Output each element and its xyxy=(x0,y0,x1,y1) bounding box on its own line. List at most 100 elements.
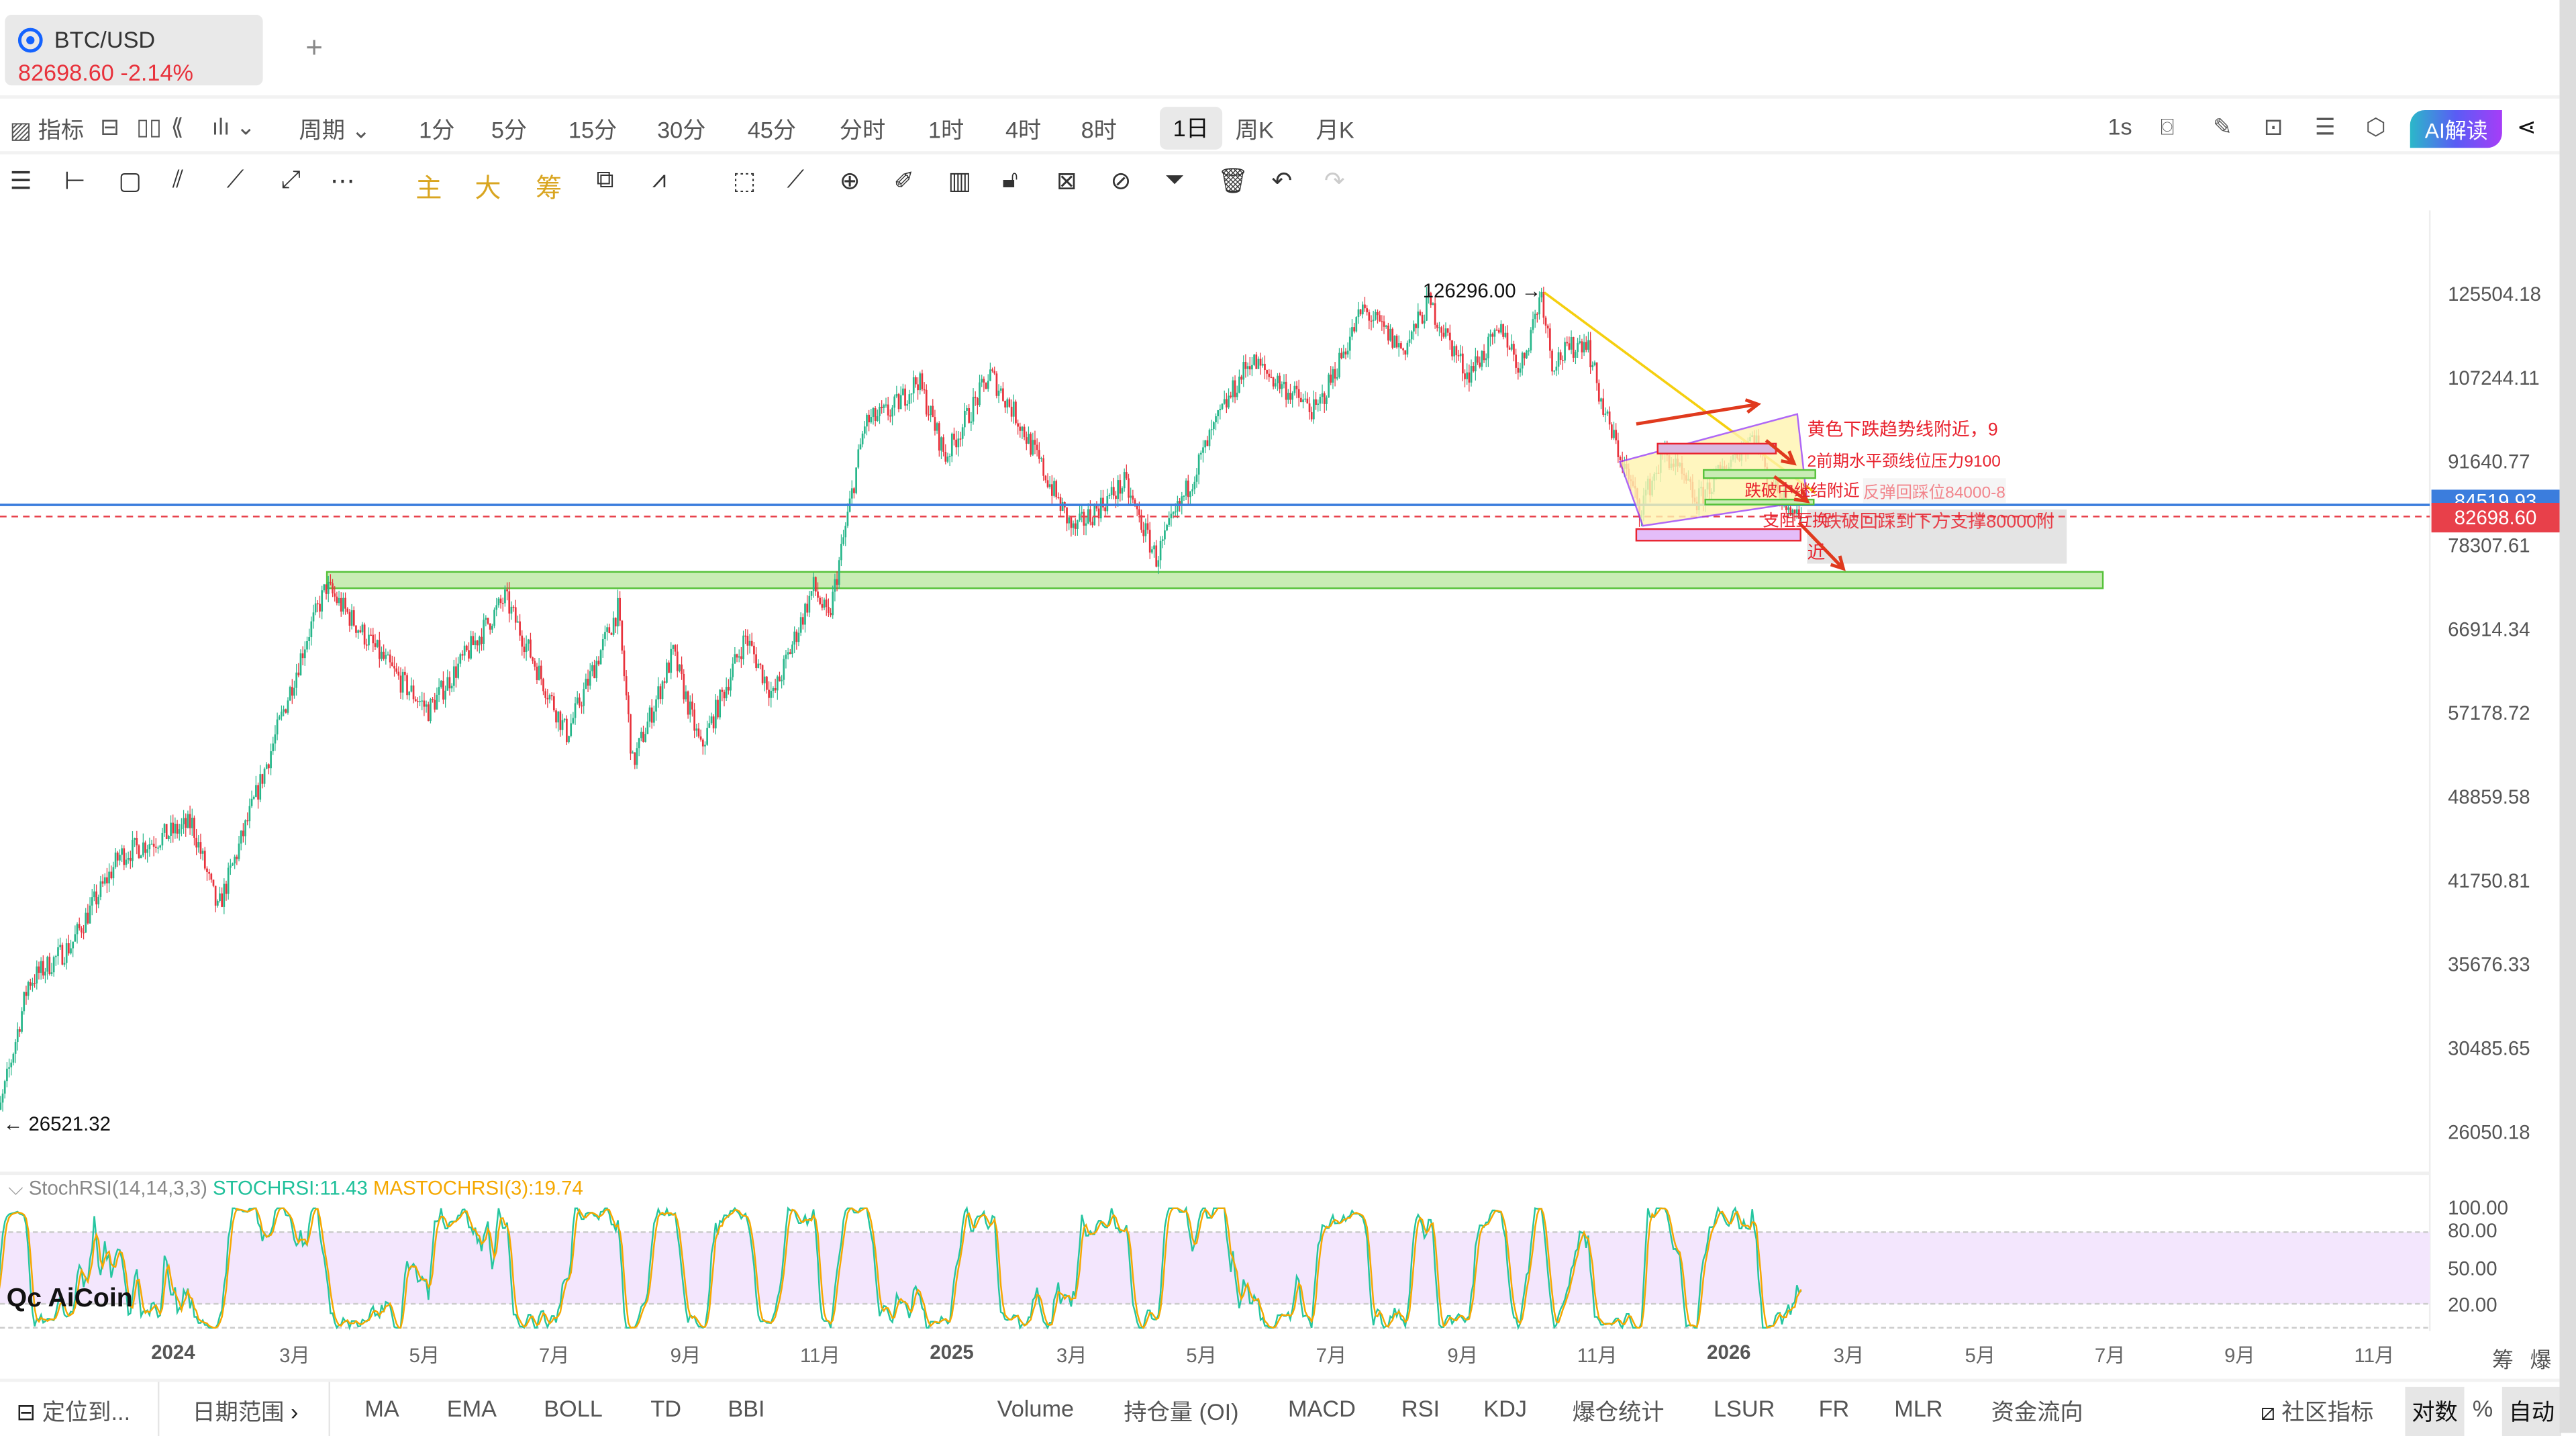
ray-icon[interactable]: ⤢ xyxy=(281,166,301,194)
date-range-button[interactable]: 日期范围 › xyxy=(192,1398,299,1425)
lock-icon[interactable]: 🔓︎ xyxy=(1002,166,1018,194)
candle-body xyxy=(1313,399,1315,420)
main-indicator-td[interactable]: TD xyxy=(650,1395,681,1422)
period-tab-6[interactable]: 1时 xyxy=(928,116,964,143)
locate-button[interactable]: ⊟ 定位到... xyxy=(16,1398,131,1425)
sub-indicator-3[interactable]: RSI xyxy=(1401,1395,1440,1422)
period-tab-10[interactable]: 周K xyxy=(1235,116,1274,143)
chip-button[interactable]: 筹 xyxy=(535,175,562,204)
auto-scale-toggle[interactable]: 自动 xyxy=(2501,1386,2561,1436)
period-tab-5[interactable]: 分时 xyxy=(839,116,886,143)
add-tab-button[interactable]: + xyxy=(305,31,324,64)
main-indicator-boll[interactable]: BOLL xyxy=(544,1395,603,1422)
zoom-icon[interactable]: ⊕ xyxy=(839,167,860,196)
candle-body xyxy=(206,868,208,872)
trash-icon[interactable]: 🗑︎ xyxy=(1217,167,1249,196)
candle-body xyxy=(621,620,624,651)
period-tab-1[interactable]: 5分 xyxy=(491,116,528,143)
candle-body xyxy=(165,824,168,839)
sub-indicator-0[interactable]: Volume xyxy=(997,1395,1075,1422)
candle-body xyxy=(908,394,911,404)
rectangle-icon[interactable]: ▢ xyxy=(118,167,142,196)
candle-body xyxy=(1521,352,1524,369)
link-icon[interactable]: ⊘ xyxy=(1110,167,1132,196)
period-dropdown[interactable]: 周期 ⌄ xyxy=(299,116,371,143)
magnet-icon[interactable]: ▥ xyxy=(948,167,972,196)
symbol-tab[interactable]: BTC/USD 82698.60 -2.14% xyxy=(5,15,263,85)
filter-icon[interactable]: ⏷ xyxy=(1165,166,1185,194)
undo-icon[interactable]: ↶ xyxy=(1271,167,1293,196)
candle-body xyxy=(216,901,219,906)
community-indicators-button[interactable]: ⧄ 社区指标 xyxy=(2261,1398,2374,1425)
list-icon[interactable]: ☰ xyxy=(2314,113,2336,140)
period-tab-3[interactable]: 30分 xyxy=(657,116,706,143)
candle-body xyxy=(72,941,75,949)
sub-indicator-6[interactable]: LSUR xyxy=(1713,1395,1775,1422)
big-button[interactable]: 大 xyxy=(475,175,501,204)
more-icon[interactable]: ⋯ xyxy=(330,167,355,196)
select-icon[interactable]: ⬚ xyxy=(732,167,756,196)
candle-body xyxy=(1462,353,1464,374)
menu-icon[interactable]: ☰ xyxy=(9,167,32,196)
trend-line-icon[interactable]: ⟋ xyxy=(226,166,244,194)
sub-indicator-4[interactable]: KDJ xyxy=(1483,1395,1528,1422)
candle-body xyxy=(1148,530,1151,553)
candle-body xyxy=(12,1053,15,1063)
parallel-channel-icon[interactable]: ⫽ xyxy=(172,166,184,194)
period-tab-0[interactable]: 1分 xyxy=(419,116,455,143)
liquidation-toggle[interactable]: 爆 xyxy=(2530,1347,2552,1372)
interval-button[interactable]: 1s xyxy=(2108,113,2132,140)
sync-drawing-icon[interactable]: ⧉ xyxy=(596,166,614,194)
main-button[interactable]: 主 xyxy=(415,175,442,204)
candle-body xyxy=(738,656,740,658)
candle-body xyxy=(910,393,913,395)
candle-body xyxy=(68,943,70,954)
horizontal-line-icon[interactable]: ⊢ xyxy=(64,167,86,196)
candle-body xyxy=(1448,332,1451,340)
log-scale-toggle[interactable]: 对数 xyxy=(2405,1386,2465,1436)
pencil-icon[interactable]: ✎ xyxy=(2213,113,2232,140)
candle-body xyxy=(342,597,344,612)
period-tab-8[interactable]: 8时 xyxy=(1081,116,1117,143)
period-tab-7[interactable]: 4时 xyxy=(1005,116,1042,143)
redo-icon[interactable]: ↷ xyxy=(1324,167,1345,196)
main-indicator-bbi[interactable]: BBI xyxy=(728,1395,765,1422)
sub-indicator-2[interactable]: MACD xyxy=(1287,1395,1356,1422)
chart-type-icon[interactable]: ılı ⌄ xyxy=(211,113,256,140)
measure-icon[interactable]: ⩘ xyxy=(652,166,666,194)
candle-body xyxy=(134,838,136,840)
candle-body xyxy=(181,824,183,830)
period-tab-9[interactable]: 1日 xyxy=(1160,107,1222,150)
period-tab-4[interactable]: 45分 xyxy=(747,116,797,143)
camera-icon[interactable]: ⌼ xyxy=(2160,113,2175,140)
candle-body xyxy=(557,711,560,723)
add-window-icon[interactable]: ⊡ xyxy=(2263,113,2283,140)
chip-distribution-toggle[interactable]: 筹 xyxy=(2492,1347,2514,1372)
percent-toggle[interactable]: % xyxy=(2472,1395,2493,1422)
sub-indicator-9[interactable]: 资金流向 xyxy=(1991,1398,2083,1425)
candle-body xyxy=(1446,328,1449,333)
hide-drawings-icon[interactable]: ⊠ xyxy=(1056,167,1077,196)
period-tab-2[interactable]: 15分 xyxy=(568,116,617,143)
indicator-button[interactable]: ▨ 指标 xyxy=(9,116,85,143)
price-chart[interactable] xyxy=(0,210,2576,1378)
ruler-icon[interactable]: ⟋ xyxy=(787,166,805,194)
main-indicator-ma[interactable]: MA xyxy=(364,1395,399,1422)
layout-icon[interactable]: ▯▯ xyxy=(136,113,162,140)
period-tab-11[interactable]: 月K xyxy=(1316,116,1354,143)
share-icon[interactable]: ⋖ xyxy=(2516,113,2536,140)
sub-indicator-1[interactable]: 持仓量 (OI) xyxy=(1124,1398,1239,1425)
collapse-icon[interactable]: ⌵ xyxy=(8,1176,23,1200)
candle-body xyxy=(299,653,302,675)
template-icon[interactable]: ⊟ xyxy=(100,113,120,140)
sub-indicator-7[interactable]: FR xyxy=(1818,1395,1850,1422)
replay-icon[interactable]: ⟪ xyxy=(170,113,184,140)
candle-body xyxy=(504,589,506,604)
scrollbar[interactable] xyxy=(2559,0,2576,1433)
brush-icon[interactable]: ✐ xyxy=(893,167,915,196)
ai-interpret-button[interactable]: AI解读 xyxy=(2410,109,2503,148)
sub-indicator-8[interactable]: MLR xyxy=(1894,1395,1943,1422)
settings-icon[interactable]: ⬡ xyxy=(2365,113,2386,140)
main-indicator-ema[interactable]: EMA xyxy=(446,1395,497,1422)
sub-indicator-5[interactable]: 爆仓统计 xyxy=(1572,1398,1665,1425)
